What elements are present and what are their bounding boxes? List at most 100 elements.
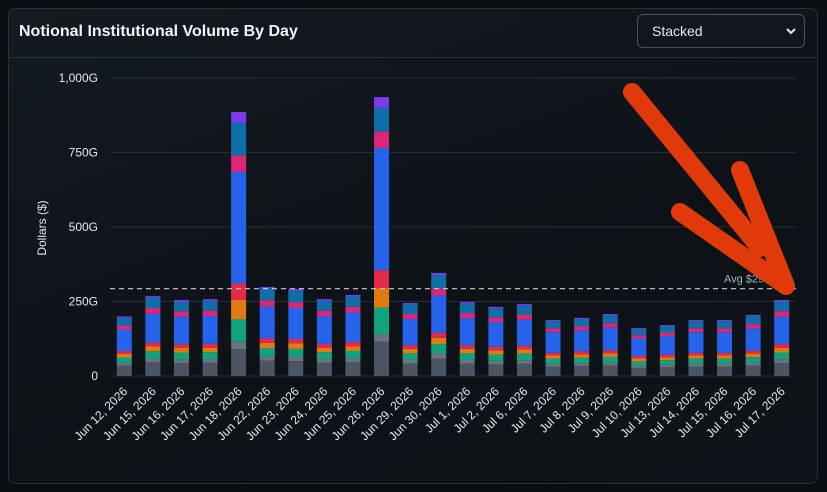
bar-segment (545, 328, 561, 333)
bar-segment (116, 362, 132, 366)
bar-segment (231, 155, 247, 172)
bar-segment (288, 339, 304, 344)
bar-segment (288, 361, 304, 376)
bar-segment (717, 355, 733, 359)
bar-segment (774, 347, 790, 353)
bar-segment (574, 363, 590, 367)
bar-segment (602, 365, 618, 376)
bar-segment (316, 316, 332, 344)
bar-segment (345, 346, 361, 351)
bar-segment (145, 342, 161, 347)
bar-segment (374, 334, 390, 342)
bar-segment (202, 347, 218, 353)
bar-segment (774, 300, 790, 302)
chart-card: Notional Institutional Volume By Day Sta… (8, 8, 818, 484)
bar-segment (145, 313, 161, 343)
bar-segment (231, 349, 247, 376)
bar-segment (516, 314, 532, 320)
bar-segment (231, 319, 247, 342)
bar-segment (116, 357, 132, 363)
view-mode-select[interactable]: Stacked (637, 14, 805, 48)
bar-segment (202, 299, 218, 301)
y-tick-label: 0 (91, 369, 98, 383)
bar-segment (717, 366, 733, 376)
bar-segment (688, 358, 704, 364)
bar-segment (288, 348, 304, 357)
bar-segment (173, 300, 189, 302)
bar-segment (488, 360, 504, 365)
y-tick-label: 500G (69, 220, 98, 234)
bar-segment (202, 310, 218, 317)
bar-segment (374, 288, 390, 308)
bar-segment (116, 350, 132, 354)
bar-segment (402, 304, 418, 315)
bar-segment (688, 363, 704, 367)
bar-segment (116, 325, 132, 330)
bar-segment (631, 367, 647, 376)
bar-segment (631, 328, 647, 336)
bar-segment (745, 365, 761, 376)
bar-segment (431, 344, 447, 354)
bar-segment (259, 342, 275, 349)
bar-segment (316, 362, 332, 376)
bar-segment (431, 295, 447, 333)
bar-segment (717, 328, 733, 333)
bar-segment (145, 297, 161, 309)
bar-segment (745, 316, 761, 325)
bar-segment (659, 325, 675, 333)
bar-segment (231, 171, 247, 284)
bar-segment (488, 317, 504, 323)
bar-segment (202, 316, 218, 344)
bar-segment (288, 302, 304, 309)
bar-segment (145, 362, 161, 376)
bar-segment (431, 358, 447, 376)
bar-segment (259, 300, 275, 307)
bar-segment (288, 288, 304, 291)
bar-segment (316, 300, 332, 311)
bar-segment (717, 321, 733, 329)
bar-segment (173, 301, 189, 312)
bar-segment (145, 308, 161, 314)
bar-segment (345, 350, 361, 359)
bar-segment (774, 363, 790, 376)
bar-segment (231, 283, 247, 301)
bar-segment (545, 363, 561, 367)
bar-segment (459, 353, 475, 360)
bar-segment (259, 356, 275, 361)
bar-segment (259, 306, 275, 339)
bar-segment (259, 286, 275, 289)
bar-segment (459, 318, 475, 346)
bar-segment (316, 359, 332, 363)
bar-segment (545, 319, 561, 322)
bar-segment (745, 324, 761, 329)
bar-segment (631, 365, 647, 368)
bar-segment (316, 310, 332, 317)
bar-segment (316, 343, 332, 348)
bar-segment (545, 358, 561, 364)
bar-segment (774, 316, 790, 345)
bar-segment (631, 356, 647, 359)
bar-segment (659, 360, 675, 365)
bar-segment (231, 300, 247, 320)
bar-segment (574, 319, 590, 327)
bar-segment (688, 352, 704, 356)
bar-segment (374, 107, 390, 132)
chevron (786, 28, 796, 35)
bar-segment (545, 355, 561, 359)
bar-segment (602, 314, 618, 316)
bar-segment (345, 294, 361, 297)
bar-segment (488, 306, 504, 309)
bar-segment (631, 335, 647, 339)
bar-segment (745, 328, 761, 351)
bar-segment (488, 322, 504, 347)
bar-segment (345, 312, 361, 343)
bar-segment (631, 338, 647, 357)
bar-segment (774, 301, 790, 312)
bar-segment (231, 111, 247, 123)
bar-segment (574, 330, 590, 352)
bar-segment (574, 351, 590, 355)
bar-segment (173, 359, 189, 364)
bar-segment (173, 344, 189, 348)
bar-segment (288, 343, 304, 349)
